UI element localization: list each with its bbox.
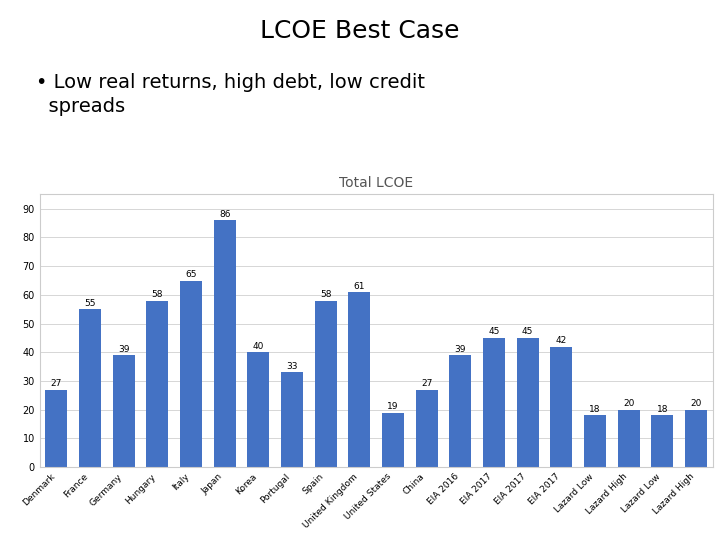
Text: 18: 18 <box>657 405 668 414</box>
Bar <box>382 413 404 467</box>
Bar <box>180 280 202 467</box>
Text: 42: 42 <box>556 336 567 345</box>
Text: 27: 27 <box>50 379 62 388</box>
Text: 65: 65 <box>185 270 197 279</box>
Bar <box>449 355 472 467</box>
Text: 45: 45 <box>488 327 500 336</box>
Text: 20: 20 <box>690 399 702 408</box>
Bar <box>517 338 539 467</box>
Text: spreads: spreads <box>36 97 125 116</box>
Bar <box>348 292 370 467</box>
Text: 58: 58 <box>152 290 163 299</box>
Bar <box>214 220 235 467</box>
Bar <box>45 389 68 467</box>
Bar <box>248 352 269 467</box>
Bar <box>652 415 673 467</box>
Title: Total LCOE: Total LCOE <box>339 177 413 191</box>
Text: 18: 18 <box>589 405 600 414</box>
Text: 55: 55 <box>84 299 96 308</box>
Bar <box>685 410 707 467</box>
Text: 39: 39 <box>118 345 130 354</box>
Text: 20: 20 <box>623 399 634 408</box>
Bar <box>79 309 101 467</box>
Text: 61: 61 <box>354 281 365 291</box>
Text: 40: 40 <box>253 342 264 351</box>
Text: LCOE Best Case: LCOE Best Case <box>260 19 460 43</box>
Bar <box>415 389 438 467</box>
Text: 58: 58 <box>320 290 331 299</box>
Text: 86: 86 <box>219 210 230 219</box>
Bar <box>584 415 606 467</box>
Bar <box>483 338 505 467</box>
Bar <box>618 410 639 467</box>
Text: 33: 33 <box>287 362 298 371</box>
Bar <box>281 373 303 467</box>
Text: 45: 45 <box>522 327 534 336</box>
Bar <box>550 347 572 467</box>
Text: • Low real returns, high debt, low credit: • Low real returns, high debt, low credi… <box>36 73 425 92</box>
Bar <box>113 355 135 467</box>
Text: 39: 39 <box>454 345 466 354</box>
Text: 19: 19 <box>387 402 399 411</box>
Bar <box>146 301 168 467</box>
Text: 27: 27 <box>421 379 433 388</box>
Bar <box>315 301 337 467</box>
